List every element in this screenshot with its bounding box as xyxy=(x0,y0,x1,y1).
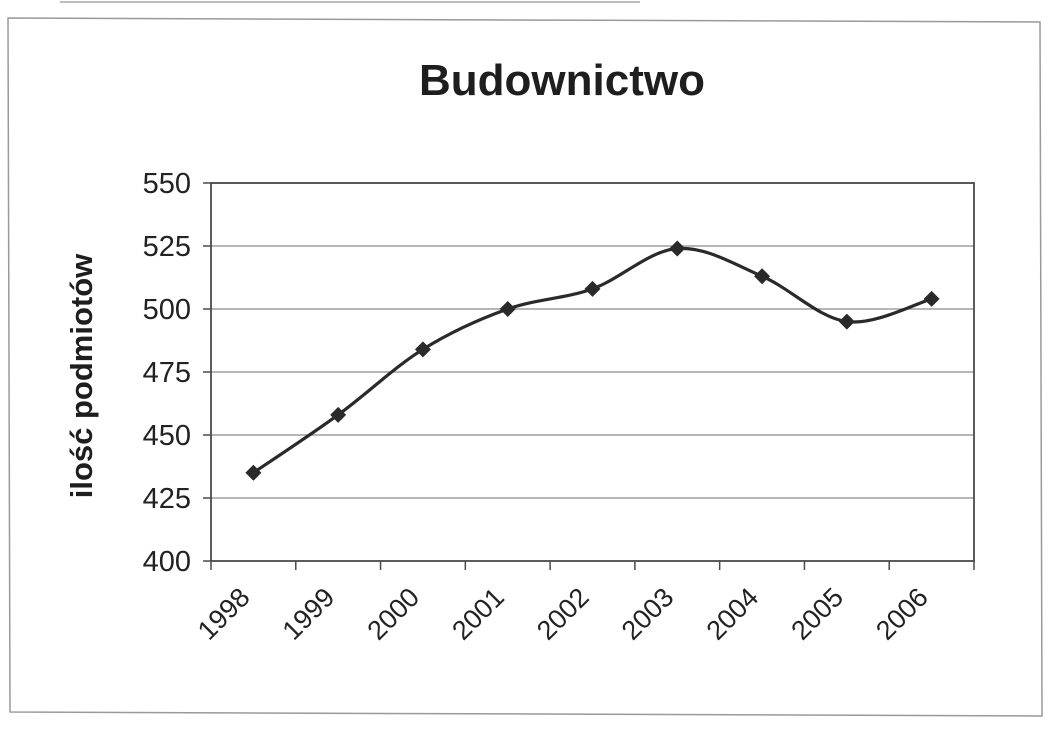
y-tick-label: 550 xyxy=(143,168,191,200)
chart-title: Budownictwo xyxy=(419,56,705,105)
data-point-marker xyxy=(245,464,262,481)
data-point-marker xyxy=(414,341,431,358)
x-tick-label: 2002 xyxy=(531,582,595,646)
data-point-marker xyxy=(669,240,686,257)
y-tick-label: 500 xyxy=(143,294,191,326)
y-axis-ticks: 400 425 450 475 500 525 550 xyxy=(143,168,211,578)
y-tick-label: 525 xyxy=(143,231,191,263)
y-tick-label: 400 xyxy=(143,546,191,578)
x-tick-label: 2005 xyxy=(785,582,849,646)
x-axis-ticks: 1998 1999 2000 2001 2002 2003 2004 2005 2006 xyxy=(192,561,975,646)
x-tick-label: 1999 xyxy=(277,582,341,646)
y-tick-label: 450 xyxy=(143,420,191,452)
gridlines xyxy=(211,182,974,499)
x-tick-label: 2001 xyxy=(446,582,510,646)
x-tick-label: 1998 xyxy=(192,582,256,646)
data-point-marker xyxy=(754,268,771,285)
y-tick-label: 475 xyxy=(143,357,191,389)
data-point-marker xyxy=(499,301,516,317)
x-tick-label: 2004 xyxy=(701,582,765,646)
data-point-marker xyxy=(584,280,601,297)
y-axis-label: ilość podmiotów xyxy=(64,253,99,498)
data-point-marker xyxy=(923,290,940,307)
data-point-marker xyxy=(330,406,347,423)
x-tick-label: 2000 xyxy=(361,582,425,646)
x-tick-label: 2003 xyxy=(616,582,680,646)
data-point-marker xyxy=(838,313,855,330)
series-layer xyxy=(245,240,940,481)
x-tick-label: 2006 xyxy=(870,582,934,646)
y-tick-label: 425 xyxy=(143,483,191,515)
page-frame xyxy=(7,17,1043,717)
